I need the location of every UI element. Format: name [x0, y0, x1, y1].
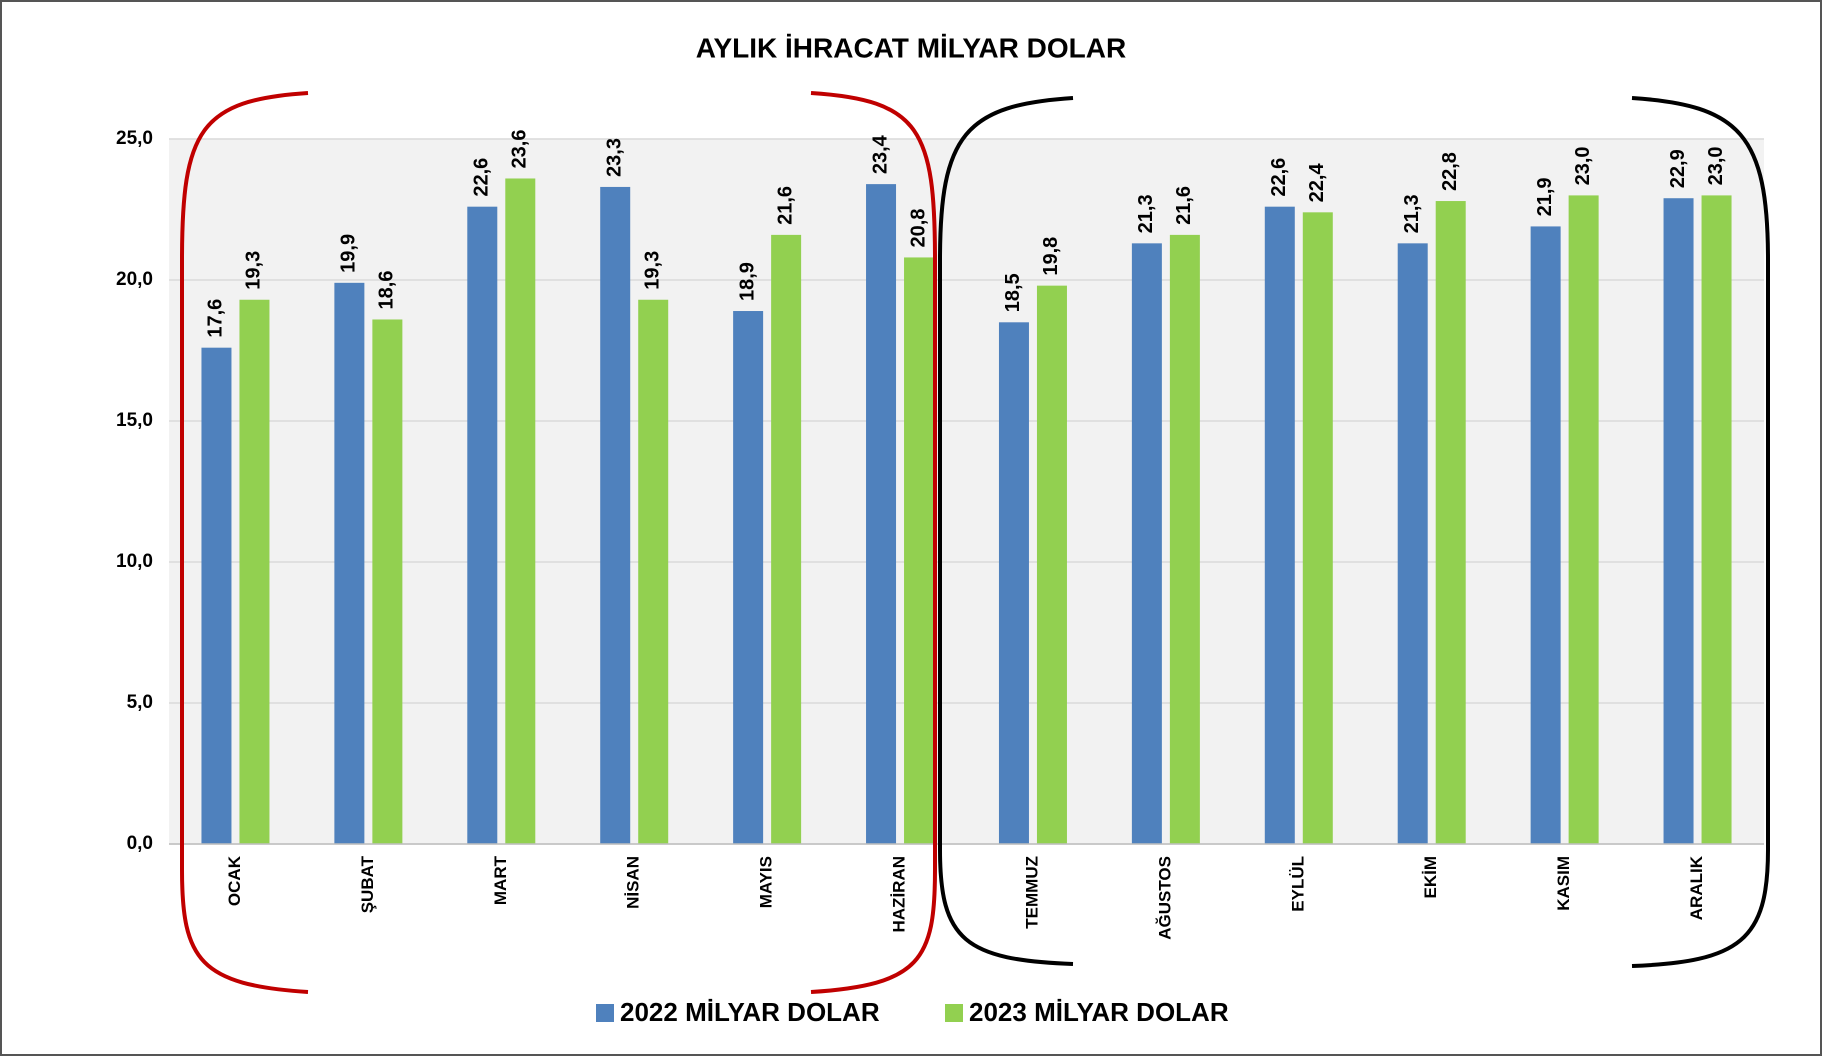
bar: [904, 257, 935, 844]
value-label: 22,9: [1667, 149, 1689, 188]
bar: [1169, 234, 1200, 844]
bar: [1036, 285, 1067, 844]
y-tick-label: 15,0: [116, 410, 153, 431]
bar: [1530, 226, 1561, 845]
value-label: 18,9: [736, 262, 758, 301]
value-label: 19,3: [243, 251, 265, 290]
bar: [1302, 212, 1333, 844]
x-tick-label: OCAK: [225, 855, 244, 906]
y-tick-label: 0,0: [127, 833, 153, 854]
value-label: 23,0: [1705, 146, 1727, 185]
legend-swatch: [945, 1004, 963, 1022]
x-tick-label: ARALIK: [1687, 855, 1706, 920]
x-tick-label: EYLÜL: [1288, 856, 1307, 912]
value-label: 19,8: [1040, 237, 1062, 276]
value-label: 22,4: [1306, 163, 1328, 203]
value-label: 22,6: [1268, 158, 1290, 197]
bar: [638, 299, 669, 844]
value-label: 23,0: [1572, 146, 1594, 185]
value-label: 21,6: [1173, 186, 1195, 225]
value-label: 19,3: [641, 251, 663, 290]
bar: [201, 347, 232, 844]
value-label: 21,6: [774, 186, 796, 225]
value-label: 17,6: [205, 299, 227, 338]
plot-area: [169, 139, 1764, 844]
bar: [1131, 243, 1162, 845]
bar: [1264, 206, 1295, 844]
legend: 2022 MİLYAR DOLAR 2023 MİLYAR DOLAR: [596, 997, 1229, 1027]
x-tick-label: ŞUBAT: [358, 855, 377, 913]
bar: [1435, 201, 1466, 845]
value-label: 23,4: [869, 134, 891, 174]
legend-label: 2023 MİLYAR DOLAR: [969, 997, 1229, 1027]
bar: [600, 186, 631, 844]
value-label: 22,8: [1439, 152, 1461, 191]
value-label: 18,6: [376, 271, 398, 310]
x-tick-label: TEMMUZ: [1022, 856, 1041, 929]
value-label: 21,3: [1401, 194, 1423, 233]
x-tick-label: EKİM: [1421, 856, 1440, 899]
bar: [771, 234, 802, 844]
bar: [1397, 243, 1428, 845]
bar: [372, 319, 403, 845]
x-tick-label: AĞUSTOS: [1155, 856, 1174, 940]
legend-swatch: [596, 1004, 614, 1022]
legend-label: 2022 MİLYAR DOLAR: [620, 997, 880, 1027]
value-label: 19,9: [338, 234, 360, 273]
y-tick-label: 25,0: [116, 128, 153, 149]
x-tick-label: MAYIS: [757, 856, 776, 908]
y-tick-label: 20,0: [116, 269, 153, 290]
x-tick-label: MART: [491, 855, 510, 905]
bar: [733, 311, 764, 844]
y-tick-label: 10,0: [116, 551, 153, 572]
y-tick-label: 5,0: [127, 692, 153, 713]
bar: [505, 178, 536, 845]
value-label: 22,6: [471, 158, 493, 197]
bracket: [810, 91, 937, 994]
x-tick-label: NİSAN: [624, 856, 643, 909]
bracket: [180, 91, 309, 994]
bar: [866, 184, 897, 844]
bar: [998, 322, 1029, 844]
chart-title: AYLIK İHRACAT MİLYAR DOLAR: [696, 32, 1126, 63]
value-label: 23,6: [509, 130, 531, 169]
x-tick-label: HAZİRAN: [890, 856, 909, 933]
value-label: 23,3: [603, 138, 625, 177]
bar: [1568, 195, 1599, 844]
brackets: [180, 91, 1770, 994]
bar: [467, 206, 498, 844]
bar: [239, 299, 270, 844]
bar: [1701, 195, 1732, 844]
value-label: 18,5: [1002, 273, 1024, 312]
bracket: [1631, 96, 1770, 968]
x-tick-label: KASIM: [1554, 856, 1573, 911]
value-label: 21,9: [1534, 177, 1556, 216]
bracket: [938, 96, 1074, 966]
bar: [334, 282, 365, 844]
value-label: 21,3: [1135, 194, 1157, 233]
value-label: 20,8: [907, 209, 929, 248]
bar: [1663, 198, 1694, 845]
